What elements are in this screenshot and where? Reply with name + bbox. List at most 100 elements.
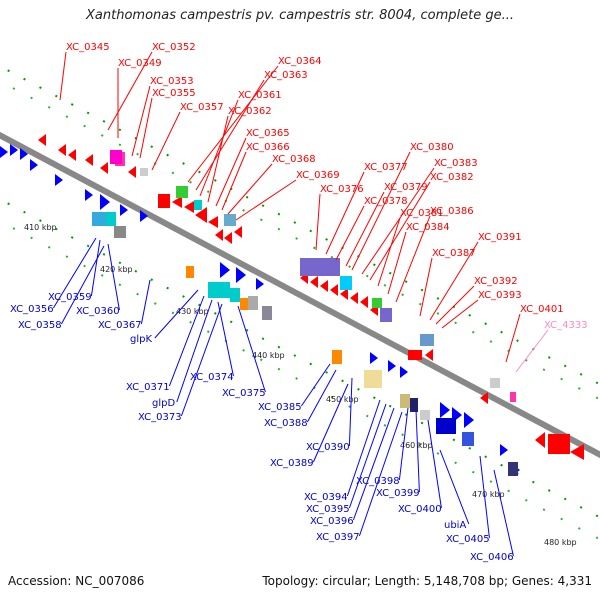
gene-leader-line [345, 191, 385, 267]
gene-leader-line [180, 303, 223, 417]
gene-label-forward[interactable]: XC_0361 [238, 90, 282, 101]
gene-leader-line [154, 289, 199, 339]
gene-label-forward[interactable]: XC_0381 [400, 208, 444, 219]
kbp-label: 470 kbp [472, 490, 505, 499]
gene-label-forward[interactable]: XC_0383 [434, 158, 478, 169]
gene-label-reverse[interactable]: XC_0371 [126, 382, 170, 393]
gene-leader-line [60, 245, 105, 325]
gene-leader-line [217, 301, 234, 377]
gene-label-reverse[interactable]: XC_0358 [18, 320, 62, 331]
gene-label-forward[interactable]: XC_0355 [152, 88, 196, 99]
gene-label-reverse[interactable]: XC_0400 [398, 504, 442, 515]
gene-label-forward[interactable]: XC_0380 [410, 142, 454, 153]
gene-leader-line [139, 97, 153, 159]
gene-leader-line [235, 179, 297, 221]
gene-label-pseudo[interactable]: XC_4333 [544, 320, 588, 331]
gene-label-forward[interactable]: XC_0401 [520, 304, 564, 315]
gene-label-forward[interactable]: XC_0357 [180, 102, 224, 113]
gene-label-forward[interactable]: XC_0387 [432, 248, 476, 259]
gene-leader-line [348, 377, 353, 447]
gene-label-forward[interactable]: XC_0386 [430, 206, 474, 217]
gene-leader-line [348, 403, 387, 509]
gene-leader-line [395, 215, 431, 303]
kbp-label: 450 kbp [326, 395, 359, 404]
gene-leader-line [398, 407, 409, 481]
gene-label-reverse[interactable]: XC_0395 [306, 504, 350, 515]
gene-leader-line [131, 85, 151, 157]
gene-label-reverse[interactable]: ubiA [444, 520, 466, 531]
gene-label-reverse[interactable]: XC_0367 [98, 320, 142, 331]
gene-label-forward[interactable]: XC_0352 [152, 42, 196, 53]
kbp-label: 440 kbp [252, 351, 285, 360]
gene-label-forward[interactable]: XC_0349 [118, 58, 162, 69]
topology-summary: Topology: circular; Length: 5,148,708 bp… [262, 574, 592, 588]
gene-label-reverse[interactable]: glpD [152, 398, 175, 409]
gene-label-reverse[interactable]: XC_0375 [222, 388, 266, 399]
gene-leader-line [358, 411, 403, 537]
gene-label-reverse[interactable]: glpK [130, 334, 152, 345]
gene-leader-line [315, 193, 321, 251]
gene-label-forward[interactable]: XC_0369 [296, 170, 340, 181]
gene-label-forward[interactable]: XC_0364 [278, 56, 322, 67]
gene-leader-line [429, 241, 479, 321]
gene-leader-line [419, 257, 433, 317]
gene-leader-line [237, 305, 266, 393]
gene-label-reverse[interactable]: XC_0396 [310, 516, 354, 527]
gene-label-reverse[interactable]: XC_0397 [316, 532, 360, 543]
gene-leader-line [435, 285, 475, 325]
gene-leader-line [227, 163, 273, 215]
gene-leader-line [369, 181, 431, 281]
gene-leader-line [325, 171, 365, 255]
gene-label-reverse[interactable]: XC_0359 [48, 292, 92, 303]
gene-label-forward[interactable]: XC_0376 [320, 184, 364, 195]
gene-label-forward[interactable]: XC_0393 [478, 290, 522, 301]
gene-label-reverse[interactable]: XC_0405 [446, 534, 490, 545]
gene-label-reverse[interactable]: XC_0374 [190, 372, 234, 383]
gene-label-reverse[interactable]: XC_0388 [264, 418, 308, 429]
gene-leader-line [207, 115, 229, 203]
gene-leader-line [90, 239, 101, 297]
gene-label-reverse[interactable]: XC_0406 [470, 552, 514, 563]
kbp-label: 430 kbp [176, 307, 209, 316]
gene-label-reverse[interactable]: XC_0389 [270, 458, 314, 469]
gene-label-reverse[interactable]: XC_0360 [76, 306, 120, 317]
gene-leader-line [52, 237, 97, 309]
gene-leader-line [346, 399, 381, 497]
map-title: Xanthomonas campestris pv. campestris st… [86, 8, 514, 23]
gene-label-forward[interactable]: XC_0391 [478, 232, 522, 243]
gene-label-forward[interactable]: XC_0368 [272, 154, 316, 165]
gene-leader-line [300, 363, 331, 407]
gene-leader-line [306, 369, 337, 423]
gene-label-forward[interactable]: XC_0384 [406, 222, 450, 233]
gene-label-reverse[interactable]: XC_0394 [304, 492, 348, 503]
gene-label-reverse[interactable]: XC_0356 [10, 304, 54, 315]
gene-label-forward[interactable]: XC_0363 [264, 70, 308, 81]
gene-label-forward[interactable]: XC_0365 [246, 128, 290, 139]
kbp-label: 480 kbp [544, 538, 577, 547]
gene-label-reverse[interactable]: XC_0399 [376, 488, 420, 499]
gene-label-reverse[interactable]: XC_0390 [306, 442, 350, 453]
gene-leader-line [176, 299, 213, 403]
gene-leader-line [515, 329, 549, 373]
gene-label-forward[interactable]: XC_0366 [246, 142, 290, 153]
gene-leader-line [352, 407, 395, 521]
gene-leader-line [493, 469, 514, 557]
gene-label-forward[interactable]: XC_0377 [364, 162, 408, 173]
gene-label-reverse[interactable]: XC_0385 [258, 402, 302, 413]
kbp-label: 460 kbp [400, 441, 433, 450]
gene-leader-line [335, 205, 365, 261]
gene-label-forward[interactable]: XC_0382 [430, 172, 474, 183]
gene-leader-line [187, 65, 279, 183]
gene-label-reverse[interactable]: XC_0373 [138, 412, 182, 423]
gene-label-forward[interactable]: XC_0362 [228, 106, 272, 117]
gene-label-forward[interactable]: XC_0392 [474, 276, 518, 287]
gene-leader-line [427, 419, 442, 509]
gene-label-forward[interactable]: XC_0353 [150, 76, 194, 87]
gene-label-forward[interactable]: XC_0345 [66, 42, 110, 53]
gene-leader-line [107, 243, 120, 311]
gene-label-forward[interactable]: XC_0379 [384, 182, 428, 193]
gene-leader-line [215, 137, 247, 207]
gene-leader-line [361, 167, 435, 275]
